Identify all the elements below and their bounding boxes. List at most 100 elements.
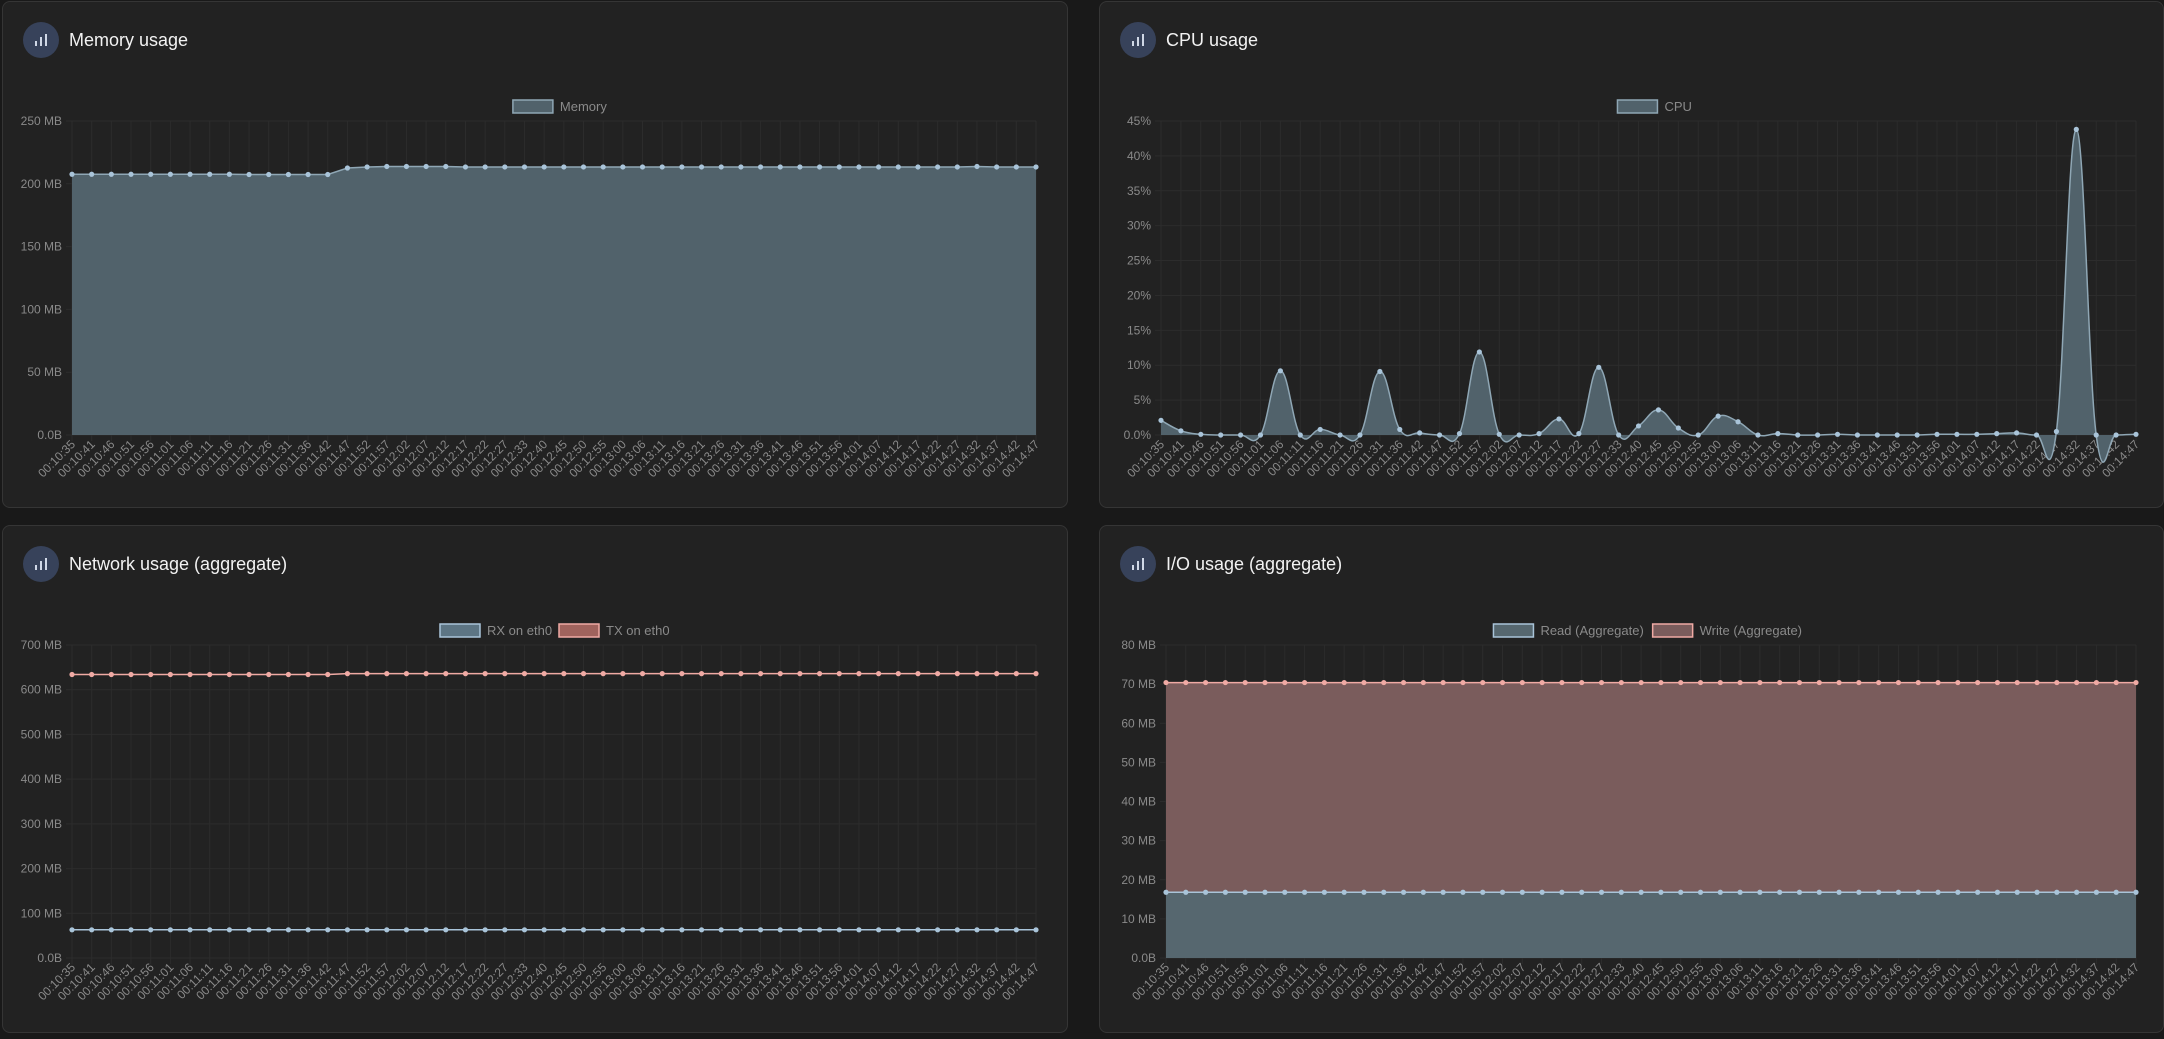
data-point[interactable] [1242,889,1248,895]
data-point[interactable] [1381,889,1387,895]
data-point[interactable] [757,927,764,933]
data-point[interactable] [1237,432,1244,438]
data-point[interactable] [2133,431,2139,437]
data-point[interactable] [994,164,1000,170]
data-point[interactable] [1033,164,1039,170]
data-point[interactable] [541,164,547,170]
data-point[interactable] [384,671,390,677]
data-point[interactable] [994,927,1000,933]
data-point[interactable] [1795,432,1801,438]
data-point[interactable] [1297,432,1303,438]
data-point[interactable] [2113,432,2119,438]
data-point[interactable] [1994,431,2000,437]
data-point[interactable] [1576,431,1582,437]
data-point[interactable] [1876,889,1882,895]
data-point[interactable] [994,671,1000,677]
data-point[interactable] [1894,432,1900,438]
data-point[interactable] [89,671,95,678]
data-point[interactable] [1361,679,1367,686]
data-point[interactable] [1816,679,1822,686]
data-point[interactable] [1519,889,1525,895]
data-point[interactable] [895,671,901,677]
data-point[interactable] [128,671,134,678]
data-point[interactable] [2073,126,2079,132]
data-point[interactable] [108,927,114,933]
data-point[interactable] [1198,431,1204,437]
data-point[interactable] [1480,889,1486,895]
data-point[interactable] [541,671,547,677]
data-point[interactable] [482,927,488,933]
data-point[interactable] [1757,889,1763,895]
data-point[interactable] [482,164,488,170]
data-point[interactable] [1638,679,1644,686]
data-point[interactable] [915,927,921,933]
data-point[interactable] [1616,432,1622,438]
data-point[interactable] [679,164,685,170]
data-point[interactable] [1635,423,1642,429]
data-point[interactable] [1935,679,1941,686]
data-point[interactable] [1499,679,1506,686]
data-point[interactable] [384,927,390,933]
data-point[interactable] [167,671,173,678]
data-point[interactable] [108,171,114,177]
data-point[interactable] [1420,889,1426,895]
data-point[interactable] [580,671,587,677]
data-point[interactable] [1222,889,1228,895]
data-point[interactable] [502,927,508,933]
data-point[interactable] [954,927,960,933]
data-point[interactable] [836,927,842,933]
data-point[interactable] [1935,889,1941,895]
data-point[interactable] [344,165,351,171]
data-point[interactable] [954,164,960,170]
data-point[interactable] [443,163,449,170]
data-point[interactable] [521,927,528,933]
data-point[interactable] [1717,679,1723,686]
data-point[interactable] [639,927,646,933]
data-point[interactable] [895,164,901,170]
data-point[interactable] [2034,889,2040,895]
data-point[interactable] [698,927,705,933]
data-point[interactable] [757,164,764,170]
data-point[interactable] [1516,432,1522,438]
data-point[interactable] [1618,679,1624,686]
data-point[interactable] [1496,431,1502,437]
data-point[interactable] [1282,679,1288,686]
data-point[interactable] [1202,889,1209,895]
data-point[interactable] [777,164,783,170]
data-point[interactable] [1282,889,1288,895]
data-point[interactable] [1737,679,1743,686]
data-point[interactable] [1321,679,1327,686]
data-point[interactable] [1777,889,1783,895]
data-point[interactable] [1440,679,1446,686]
data-point[interactable] [1183,889,1189,895]
data-point[interactable] [69,927,75,933]
data-point[interactable] [698,164,705,170]
data-point[interactable] [69,671,75,678]
data-point[interactable] [1655,407,1662,413]
data-point[interactable] [1876,679,1882,686]
data-point[interactable] [1357,432,1363,438]
data-point[interactable] [246,671,252,678]
data-point[interactable] [974,927,980,933]
data-point[interactable] [1013,164,1019,170]
data-point[interactable] [1697,889,1704,895]
data-point[interactable] [777,927,783,933]
data-point[interactable] [521,164,528,170]
data-point[interactable] [443,927,449,933]
data-point[interactable] [325,671,331,678]
data-point[interactable] [1735,419,1741,425]
data-point[interactable] [718,927,724,933]
data-point[interactable] [207,171,213,177]
data-point[interactable] [1277,368,1283,374]
data-point[interactable] [974,671,980,677]
data-point[interactable] [2014,430,2020,436]
data-point[interactable] [364,164,370,170]
data-point[interactable] [403,671,410,677]
data-point[interactable] [561,927,567,933]
data-point[interactable] [266,927,272,933]
data-point[interactable] [1013,671,1019,677]
data-point[interactable] [541,927,547,933]
data-point[interactable] [1400,889,1407,895]
data-point[interactable] [1163,889,1169,895]
data-point[interactable] [1456,431,1463,437]
